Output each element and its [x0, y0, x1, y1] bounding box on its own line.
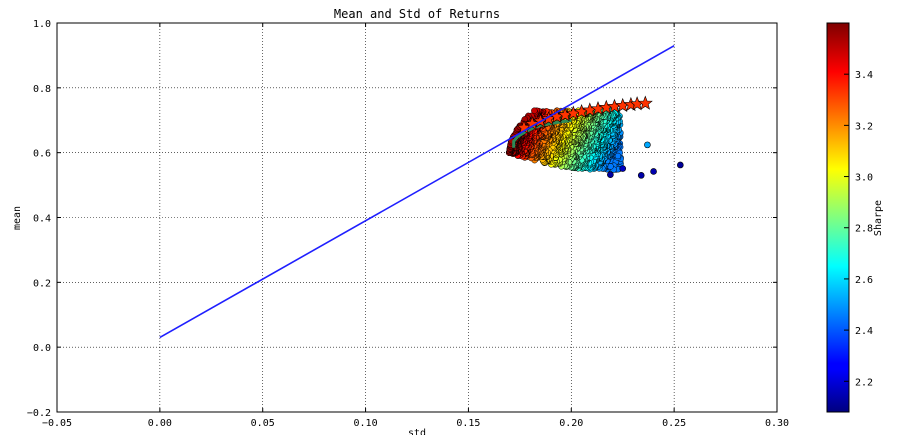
chart-title: Mean and Std of Returns	[334, 7, 500, 21]
y-axis-label: mean	[12, 206, 23, 230]
capital-market-line-group	[159, 44, 675, 339]
x-tick-label: 0.25	[662, 418, 686, 429]
outlier-point	[619, 165, 627, 172]
outlier-point	[637, 172, 645, 179]
colorbar-tick-label: 2.6	[855, 275, 873, 286]
colorbar-label: Sharpe	[873, 200, 884, 236]
portfolio-point	[614, 152, 622, 160]
efficient-frontier-stars	[516, 95, 653, 135]
colorbar-tick-label: 2.2	[855, 377, 873, 388]
x-tick-label: 0.15	[456, 418, 480, 429]
colorbar-tick-label: 3.0	[855, 173, 873, 184]
outlier-point	[677, 161, 684, 169]
colorbar-ticks: 2.2 2.4 2.6 2.8 3.0 3.2 3.4	[844, 70, 873, 388]
x-tick-label: 0.10	[354, 418, 378, 429]
y-tick-label: 0.4	[33, 214, 51, 225]
outlier-point	[644, 141, 651, 149]
frontier-star	[637, 95, 653, 110]
plot-area	[159, 44, 684, 339]
outlier-points	[607, 141, 684, 179]
colorbar-tick-label: 2.8	[855, 224, 873, 235]
plot-frame	[56, 22, 778, 413]
x-tick-label: 0.00	[148, 418, 172, 429]
y-tick-label: 0.2	[33, 278, 51, 289]
colorbar-tick-label: 3.4	[855, 70, 873, 81]
colorbar-tick-label: 3.2	[855, 121, 873, 132]
x-tick-label: 0.20	[559, 418, 583, 429]
y-tick-label: 1.0	[33, 19, 51, 30]
x-axis-label: std	[408, 428, 426, 435]
y-tick-label: 0.8	[33, 84, 51, 95]
frontier-curve	[512, 118, 572, 148]
x-tick-label: 0.05	[251, 418, 275, 429]
outlier-point	[607, 171, 614, 179]
grid-lines	[56, 22, 778, 413]
colorbar: 2.2 2.4 2.6 2.8 3.0 3.2 3.4 Sharpe	[826, 22, 884, 413]
colorbar-gradient	[826, 22, 850, 413]
y-axis-ticks: −0.2 0.0 0.2 0.4 0.6 0.8 1.0	[27, 19, 777, 419]
x-tick-label: 0.30	[765, 418, 789, 429]
y-tick-label: 0.6	[33, 149, 51, 160]
colorbar-tick-label: 2.4	[855, 326, 873, 337]
y-tick-label: −0.2	[27, 408, 51, 419]
y-tick-label: 0.0	[33, 343, 51, 354]
x-axis-ticks: −0.05 0.00 0.05 0.10 0.15 0.20 0.25 0.30	[42, 23, 789, 429]
frontier-curve-group	[512, 118, 572, 148]
portfolio-point	[531, 107, 538, 114]
x-tick-label: −0.05	[42, 418, 72, 429]
outlier-point	[650, 168, 657, 175]
capital-market-line	[159, 44, 675, 339]
